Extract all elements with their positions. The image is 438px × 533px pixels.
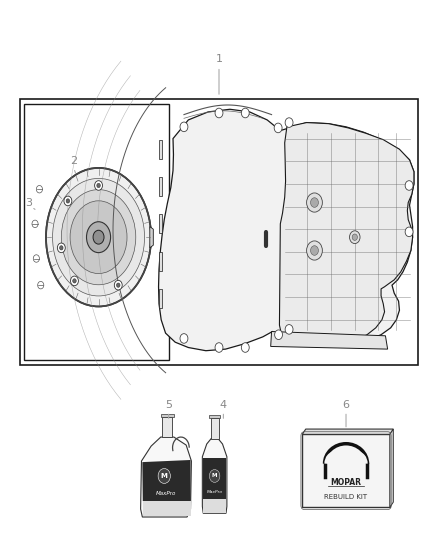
Polygon shape <box>24 104 169 360</box>
Circle shape <box>114 280 122 290</box>
Polygon shape <box>202 439 227 513</box>
Circle shape <box>241 343 249 352</box>
Polygon shape <box>203 499 226 513</box>
Polygon shape <box>159 140 162 159</box>
Circle shape <box>64 196 72 206</box>
Circle shape <box>275 330 283 340</box>
Polygon shape <box>142 460 191 501</box>
Polygon shape <box>159 109 414 351</box>
Circle shape <box>180 334 188 343</box>
Circle shape <box>311 246 318 255</box>
Polygon shape <box>143 501 191 516</box>
Circle shape <box>215 343 223 352</box>
Text: REBUILD KIT: REBUILD KIT <box>325 494 367 500</box>
Polygon shape <box>162 417 172 437</box>
Circle shape <box>36 185 42 193</box>
Circle shape <box>285 325 293 334</box>
Polygon shape <box>161 414 174 417</box>
Polygon shape <box>203 458 226 499</box>
Text: MaxPro: MaxPro <box>207 490 223 494</box>
Circle shape <box>307 241 322 260</box>
Polygon shape <box>271 332 388 349</box>
Circle shape <box>405 181 413 190</box>
Polygon shape <box>211 418 219 439</box>
Ellipse shape <box>46 168 151 306</box>
Polygon shape <box>20 99 418 365</box>
Circle shape <box>38 281 44 289</box>
Circle shape <box>350 231 360 244</box>
Polygon shape <box>159 214 162 233</box>
Circle shape <box>33 255 39 262</box>
Text: 5: 5 <box>165 400 172 410</box>
Circle shape <box>241 108 249 118</box>
Circle shape <box>405 227 413 237</box>
Text: 2: 2 <box>70 157 77 166</box>
Circle shape <box>307 193 322 212</box>
Text: 4: 4 <box>220 400 227 410</box>
Text: 1: 1 <box>215 54 223 63</box>
Circle shape <box>71 276 78 286</box>
Circle shape <box>66 199 70 203</box>
Ellipse shape <box>53 179 145 296</box>
Circle shape <box>274 123 282 133</box>
Circle shape <box>57 243 65 253</box>
Polygon shape <box>159 289 162 308</box>
Text: M: M <box>161 473 168 479</box>
Ellipse shape <box>86 222 110 253</box>
Text: 3: 3 <box>25 198 32 207</box>
Ellipse shape <box>93 230 104 244</box>
Circle shape <box>352 234 357 240</box>
Text: MaxPro: MaxPro <box>156 490 177 496</box>
Text: MOPAR: MOPAR <box>331 479 361 487</box>
Circle shape <box>209 470 220 482</box>
Circle shape <box>32 220 38 228</box>
Circle shape <box>60 246 63 250</box>
Circle shape <box>158 469 170 483</box>
Polygon shape <box>159 177 162 196</box>
Circle shape <box>285 118 293 127</box>
Circle shape <box>180 122 188 132</box>
Polygon shape <box>302 434 390 507</box>
Circle shape <box>215 108 223 118</box>
Polygon shape <box>150 227 153 248</box>
Circle shape <box>117 283 120 287</box>
Polygon shape <box>390 429 393 507</box>
Polygon shape <box>159 252 162 271</box>
Circle shape <box>311 198 318 207</box>
Polygon shape <box>141 437 191 517</box>
Text: 6: 6 <box>343 400 350 410</box>
Circle shape <box>73 279 76 283</box>
Ellipse shape <box>70 201 127 273</box>
Polygon shape <box>279 123 414 346</box>
Circle shape <box>97 183 100 188</box>
Polygon shape <box>209 415 220 418</box>
Circle shape <box>95 181 102 190</box>
Polygon shape <box>302 429 393 434</box>
Text: M: M <box>212 473 217 479</box>
Ellipse shape <box>61 190 136 285</box>
